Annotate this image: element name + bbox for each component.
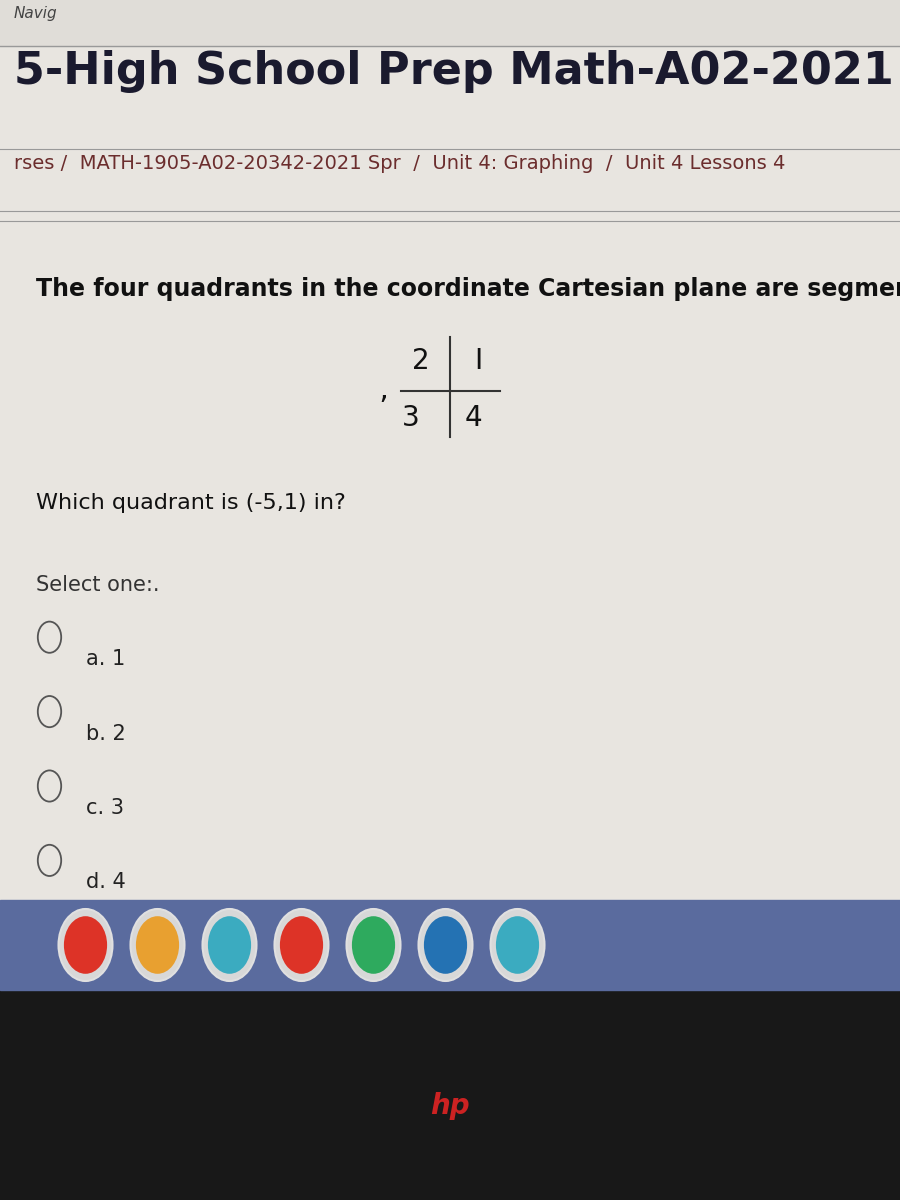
Circle shape [424,917,467,974]
Circle shape [280,917,323,974]
Text: hp: hp [430,1092,470,1120]
Text: 3: 3 [401,403,419,432]
Text: 5-High School Prep Math-A02-2021 Spr: 5-High School Prep Math-A02-2021 Spr [14,50,900,94]
Bar [0,0,900,46]
Text: d. 4: d. 4 [86,872,125,893]
Circle shape [491,910,544,982]
Text: The four quadrants in the coordinate Cartesian plane are segmented as follows.: The four quadrants in the coordinate Car… [36,277,900,301]
Circle shape [58,910,112,982]
Circle shape [136,917,179,974]
Bar [0,990,900,1200]
Text: c. 3: c. 3 [86,798,123,818]
Circle shape [64,917,107,974]
Circle shape [418,910,472,982]
Text: b. 2: b. 2 [86,724,125,744]
Text: Which quadrant is (-5,1) in?: Which quadrant is (-5,1) in? [36,493,346,514]
Text: I: I [474,347,483,376]
Circle shape [352,917,395,974]
Circle shape [274,910,328,982]
Text: Select one:.: Select one:. [36,575,159,595]
Bar [0,0,900,900]
Text: 2: 2 [412,347,430,376]
Text: ʼ: ʼ [379,394,388,422]
Text: a. 1: a. 1 [86,649,125,670]
Circle shape [496,917,539,974]
Circle shape [202,910,256,982]
Text: 4: 4 [464,403,482,432]
Bar [0,900,900,990]
Text: Navig: Navig [14,6,57,20]
Text: rses /  MATH-1905-A02-20342-2021 Spr  /  Unit 4: Graphing  /  Unit 4 Lessons 4: rses / MATH-1905-A02-20342-2021 Spr / Un… [14,154,785,173]
Circle shape [346,910,400,982]
Circle shape [208,917,251,974]
Circle shape [130,910,184,982]
